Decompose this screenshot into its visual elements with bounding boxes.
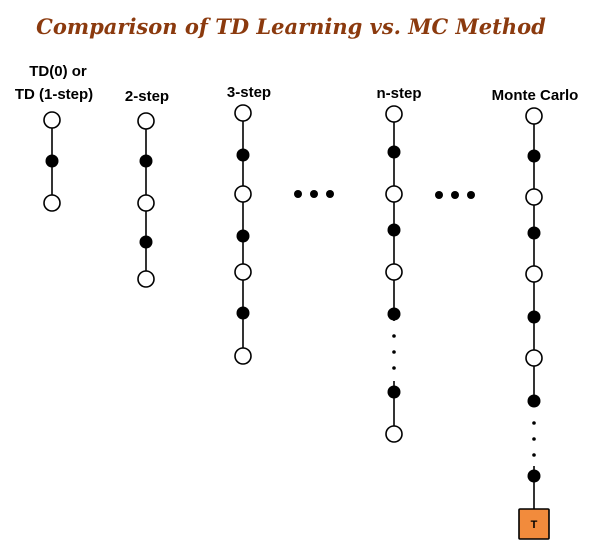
ellipsis-dot (435, 191, 443, 199)
mc-action-1 (527, 226, 541, 240)
mc-action-3 (527, 394, 541, 408)
td0-action-0 (45, 154, 59, 168)
2step-state-0 (137, 112, 155, 130)
3step-state-3 (234, 347, 252, 365)
mc-state-0 (525, 107, 543, 125)
ellipsis-dot (467, 191, 475, 199)
nstep-state-0 (385, 105, 403, 123)
2step-action-1 (139, 235, 153, 249)
ellipsis-dot (451, 191, 459, 199)
3step-action-2 (236, 306, 250, 320)
vertical-ellipsis-dot (392, 334, 396, 338)
2step-state-2 (137, 270, 155, 288)
3step-state-1 (234, 185, 252, 203)
mc-action-0 (527, 149, 541, 163)
nstep-state-n (385, 425, 403, 443)
nstep-state-2 (385, 263, 403, 281)
mc-state-3 (525, 349, 543, 367)
ellipsis-dot (326, 190, 334, 198)
ellipsis-3step-to-nstep (294, 190, 334, 198)
vertical-ellipsis-dot (532, 453, 536, 457)
td0-state-0 (43, 111, 61, 129)
nstep-action-1 (387, 223, 401, 237)
vertical-ellipsis-dot (392, 350, 396, 354)
label-2step: 2-step (125, 88, 169, 105)
column-2step (137, 112, 155, 288)
label-monte-carlo: Monte Carlo (492, 87, 579, 104)
ellipsis-dot (294, 190, 302, 198)
terminal-state (518, 508, 550, 540)
3step-action-0 (236, 148, 250, 162)
vertical-ellipsis-dot (392, 366, 396, 370)
2step-state-1 (137, 194, 155, 212)
vertical-ellipsis-dot (532, 437, 536, 441)
nstep-action-0 (387, 145, 401, 159)
label-3step: 3-step (227, 84, 271, 101)
column-nstep (385, 105, 403, 443)
terminal-label: T (531, 519, 538, 531)
mc-state-2 (525, 265, 543, 283)
label-td0-line1: TD(0) or (29, 63, 87, 80)
3step-state-0 (234, 104, 252, 122)
column-3step (234, 104, 252, 365)
ellipsis-nstep-to-mc (435, 191, 475, 199)
nstep-action-2 (387, 307, 401, 321)
column-monte-carlo: T (518, 107, 550, 540)
vertical-ellipsis-dot (532, 421, 536, 425)
2step-action-0 (139, 154, 153, 168)
3step-action-1 (236, 229, 250, 243)
page-title: Comparison of TD Learning vs. MC Method (36, 14, 546, 39)
td0-state-1 (43, 194, 61, 212)
mc-action-2 (527, 310, 541, 324)
mc-state-1 (525, 188, 543, 206)
nstep-state-1 (385, 185, 403, 203)
label-nstep: n-step (377, 85, 422, 102)
3step-state-2 (234, 263, 252, 281)
ellipsis-dot (310, 190, 318, 198)
nstep-action-n (387, 385, 401, 399)
mc-action-final (527, 469, 541, 483)
label-td0-line2: TD (1-step) (15, 86, 93, 103)
column-td0 (43, 111, 61, 212)
